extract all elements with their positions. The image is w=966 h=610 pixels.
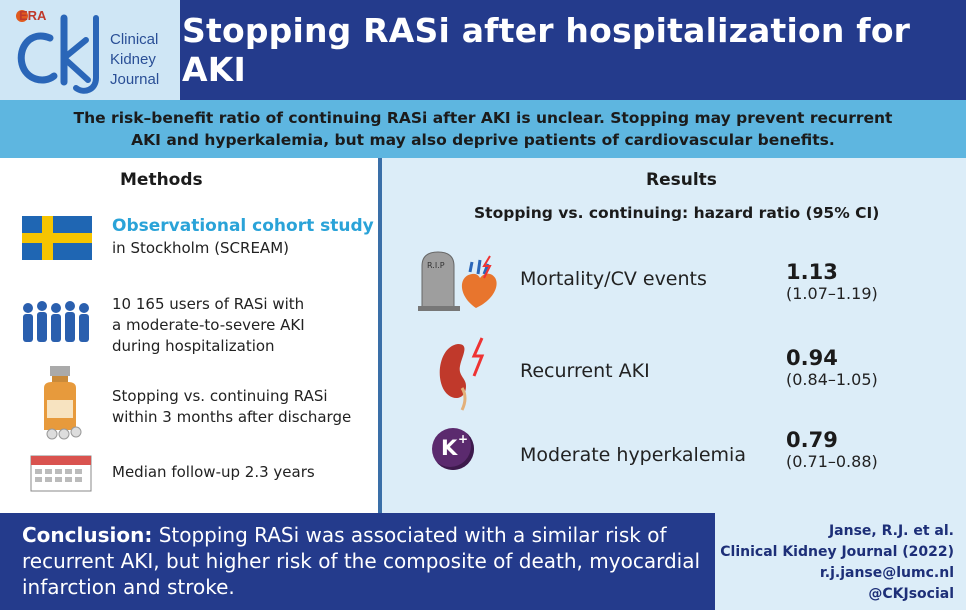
citation-social-handle[interactable]: @CKJsocial xyxy=(868,586,954,602)
summary-line-1: The risk–benefit ratio of continuing RAS… xyxy=(73,109,893,127)
era-logo-text: ERA xyxy=(19,8,47,23)
potassium-charge: + xyxy=(458,432,469,446)
outcome-label-aki: Recurrent AKI xyxy=(520,360,650,382)
population-line-3: during hospitalization xyxy=(112,337,275,355)
exposure-line-2: within 3 months after discharge xyxy=(112,408,352,426)
citation-authors: Janse, R.J. et al. xyxy=(828,523,954,539)
followup-text: Median follow-up 2.3 years xyxy=(112,463,315,481)
study-type: Observational cohort study xyxy=(112,216,374,236)
results-heading: Results xyxy=(646,170,717,190)
conclusion-body: Stopping RASi was associated with a simi… xyxy=(22,523,701,599)
hazard-ratio-mortality: 1.13 xyxy=(786,260,838,284)
conclusion-lead: Conclusion: xyxy=(22,523,153,547)
logo-line-journal: Journal xyxy=(110,71,160,88)
results-panel: Results Stopping vs. continuing: hazard … xyxy=(382,158,966,513)
outcome-label-hyperkalemia: Moderate hyperkalemia xyxy=(520,444,746,466)
methods-item-exposure: Stopping vs. continuing RASi within 3 mo… xyxy=(112,386,351,428)
summary-banner: The risk–benefit ratio of continuing RAS… xyxy=(0,100,966,158)
medicine-bottle-icon xyxy=(38,366,88,444)
kidney-lightning-icon xyxy=(436,336,496,416)
methods-item-study: Observational cohort study in Stockholm … xyxy=(112,216,374,259)
ci-aki: (0.84–1.05) xyxy=(786,370,878,389)
methods-panel: Methods Observational cohort study in St… xyxy=(0,158,378,513)
methods-heading: Methods xyxy=(120,170,203,190)
logo-line-kidney: Kidney xyxy=(110,51,156,68)
ci-mortality: (1.07–1.19) xyxy=(786,284,878,303)
summary-line-2: AKI and hyperkalemia, but may also depri… xyxy=(131,131,835,149)
sweden-flag-icon xyxy=(22,216,92,264)
citation-box: Janse, R.J. et al. Clinical Kidney Journ… xyxy=(715,513,966,610)
outcome-result-hyperkalemia: 0.79 (0.71–0.88) xyxy=(786,428,878,471)
journal-logo: ERA Clinical Kidney Journal xyxy=(0,0,180,100)
citation-email[interactable]: r.j.janse@lumc.nl xyxy=(819,565,954,581)
tombstone-text: R.I.P xyxy=(427,261,445,270)
population-line-2: a moderate-to-severe AKI xyxy=(112,316,305,334)
results-subheading: Stopping vs. continuing: hazard ratio (9… xyxy=(474,204,880,222)
page-title: Stopping RASi after hospitalization for … xyxy=(182,11,911,89)
ckj-logo-icon: ERA xyxy=(16,8,99,94)
people-group-icon xyxy=(18,296,98,350)
population-line-1: 10 165 users of RASi with xyxy=(112,295,305,313)
ci-hyperkalemia: (0.71–0.88) xyxy=(786,452,878,471)
methods-item-population: 10 165 users of RASi with a moderate-to-… xyxy=(112,294,305,357)
logo-line-clinical: Clinical xyxy=(110,31,159,48)
outcome-result-aki: 0.94 (0.84–1.05) xyxy=(786,346,878,389)
outcome-label-mortality: Mortality/CV events xyxy=(520,268,707,290)
potassium-icon: K + xyxy=(432,428,474,470)
outcome-result-mortality: 1.13 (1.07–1.19) xyxy=(786,260,878,303)
calendar-icon xyxy=(30,452,92,496)
tombstone-heart-icon: R.I.P xyxy=(418,250,502,316)
exposure-line-1: Stopping vs. continuing RASi xyxy=(112,387,328,405)
conclusion-text: Conclusion: Stopping RASi was associated… xyxy=(22,522,712,600)
potassium-symbol: K xyxy=(441,436,458,460)
hazard-ratio-aki: 0.94 xyxy=(786,346,838,370)
hazard-ratio-hyperkalemia: 0.79 xyxy=(786,428,838,452)
citation-journal: Clinical Kidney Journal (2022) xyxy=(720,544,954,560)
study-location: in Stockholm (SCREAM) xyxy=(112,239,289,257)
panel-divider xyxy=(378,158,382,513)
